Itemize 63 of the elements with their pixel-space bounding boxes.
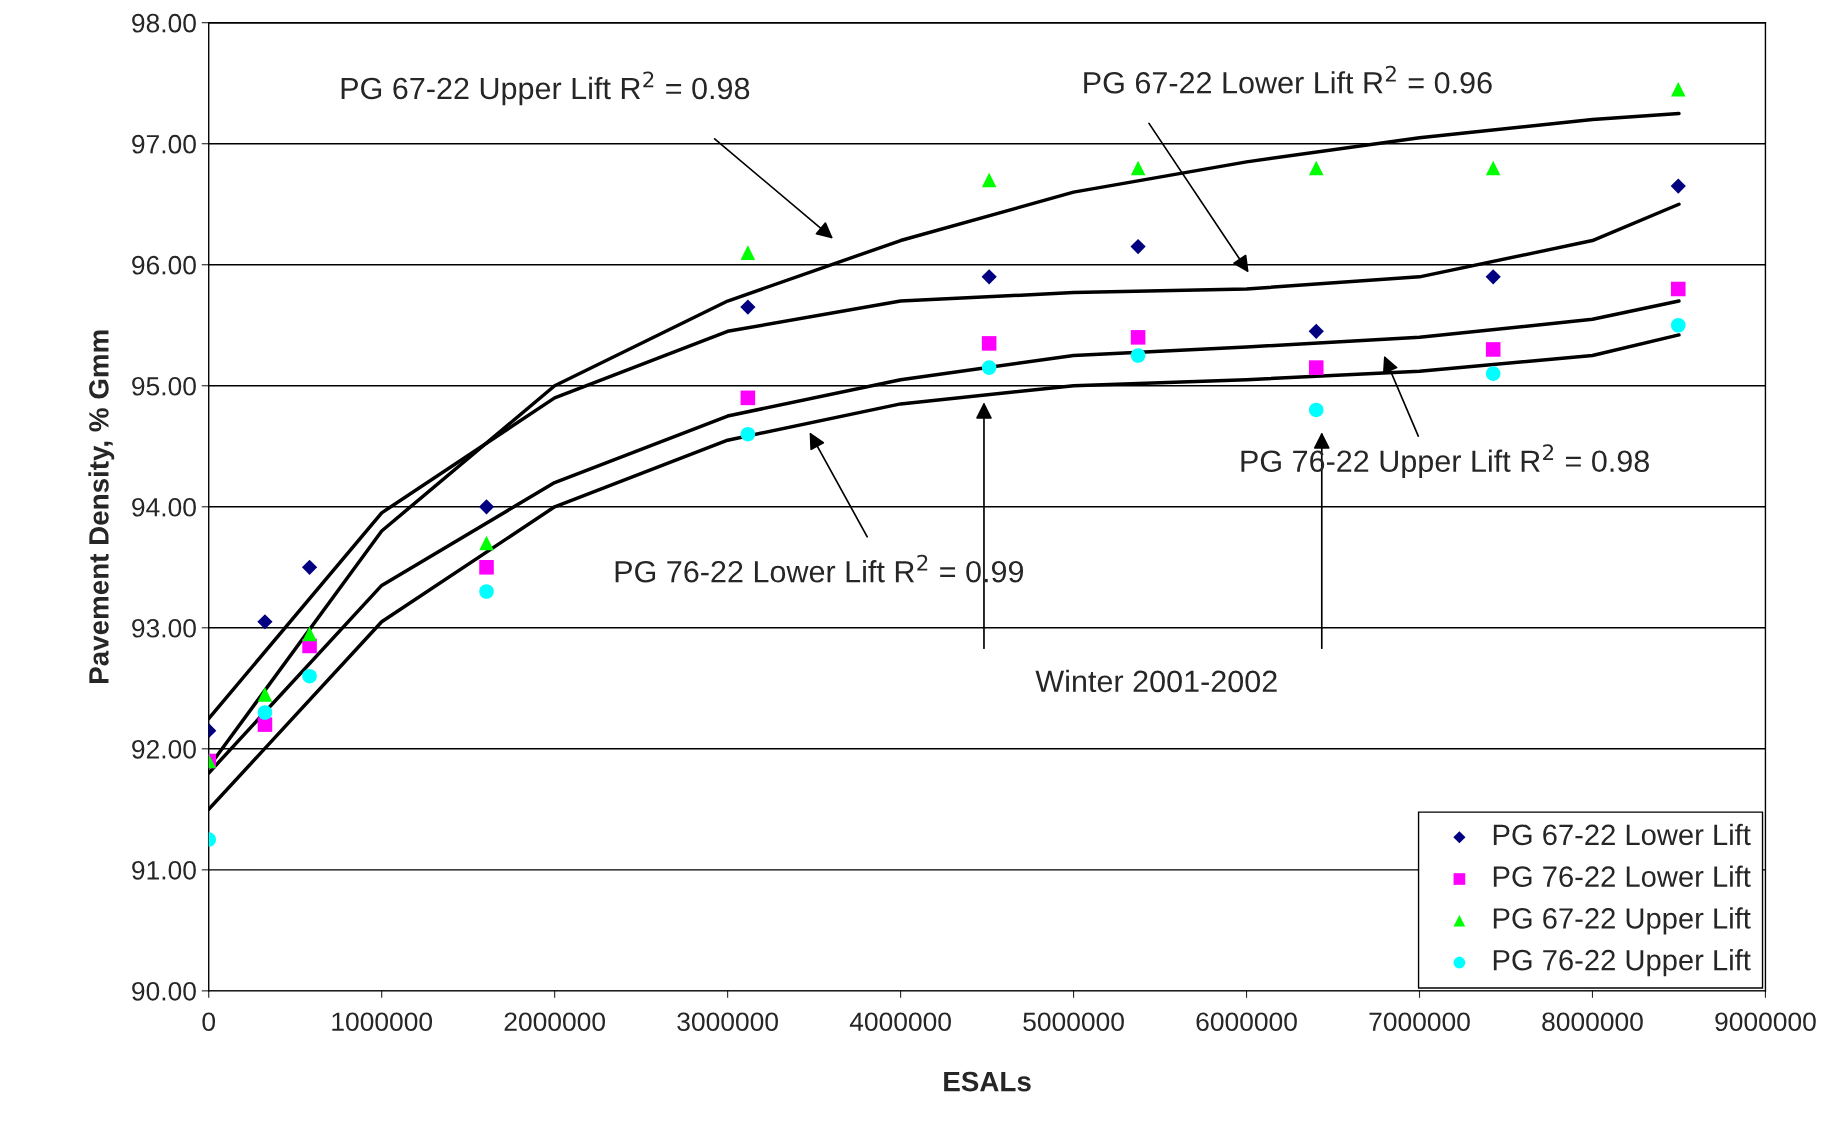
x-tick-label: 0 (202, 1012, 216, 1032)
legend-label: PG 67-22 Lower Lift (1493, 823, 1751, 846)
point (981, 336, 997, 351)
point (740, 390, 756, 406)
point (302, 668, 317, 684)
point (981, 269, 997, 285)
y-tick-label: 90.00 (132, 981, 196, 1001)
point (1130, 238, 1146, 255)
point (1485, 269, 1501, 285)
y-tick-label: 98.00 (132, 13, 196, 33)
point (740, 426, 756, 442)
point (740, 245, 756, 260)
y-tick-label: 92.00 (132, 739, 196, 759)
x-tick-label: 3000000 (677, 1012, 778, 1032)
point (257, 705, 273, 720)
point (479, 584, 494, 599)
x-axis-title: ESALs (944, 1071, 1031, 1092)
x-tick-label: 5000000 (1023, 1012, 1124, 1032)
y-tick-label: 96.00 (132, 255, 196, 275)
x-tick-label: 2000000 (504, 1012, 605, 1032)
point (981, 172, 997, 188)
point (1670, 281, 1686, 297)
point (301, 559, 318, 575)
x-tick-label: 4000000 (849, 1012, 951, 1032)
point (1130, 348, 1146, 363)
y-tick-label: 95.00 (132, 376, 196, 396)
legend-label: PG 76-22 Lower Lift (1493, 865, 1751, 887)
point (1670, 317, 1686, 333)
point (257, 717, 273, 732)
point (257, 687, 273, 702)
point (1485, 342, 1501, 357)
x-tick-label: 1000000 (332, 1012, 433, 1032)
point (1485, 366, 1501, 381)
point (1670, 81, 1686, 97)
point (1130, 330, 1146, 345)
point (479, 560, 494, 575)
x-tick-label: 9000000 (1715, 1012, 1816, 1032)
annotation: PG 67-22 Lower Lift R$^{2}$ = 0.96 (1084, 65, 1492, 94)
point (1308, 323, 1324, 339)
point (479, 535, 494, 551)
x-tick-label: 6000000 (1196, 1012, 1297, 1032)
annotation: PG 67-22 Upper Lift R$^{2}$ = 0.98 (341, 71, 750, 106)
y-tick-label: 93.00 (132, 618, 196, 638)
point (981, 360, 997, 375)
legend-label: PG 67-22 Upper Lift (1493, 907, 1751, 935)
point (257, 614, 273, 630)
y-tick-label: 91.00 (132, 860, 196, 880)
point (1485, 160, 1501, 176)
x-tick-label: 7000000 (1369, 1012, 1470, 1032)
point (1130, 160, 1146, 176)
y-tick-label: 94.00 (132, 497, 196, 517)
point (1308, 402, 1324, 418)
point (1308, 360, 1324, 375)
point (740, 299, 756, 315)
annotation: Winter 2001-2002 (1035, 669, 1277, 693)
point (1670, 178, 1686, 194)
point (478, 499, 495, 515)
point (1308, 160, 1324, 176)
legend-label: PG 76-22 Upper Lift (1493, 949, 1751, 977)
x-tick-label: 8000000 (1542, 1012, 1643, 1032)
y-tick-label: 97.00 (132, 134, 196, 154)
point (302, 626, 317, 642)
y-axis-title: Pavement Density, % Gmm (88, 330, 115, 683)
